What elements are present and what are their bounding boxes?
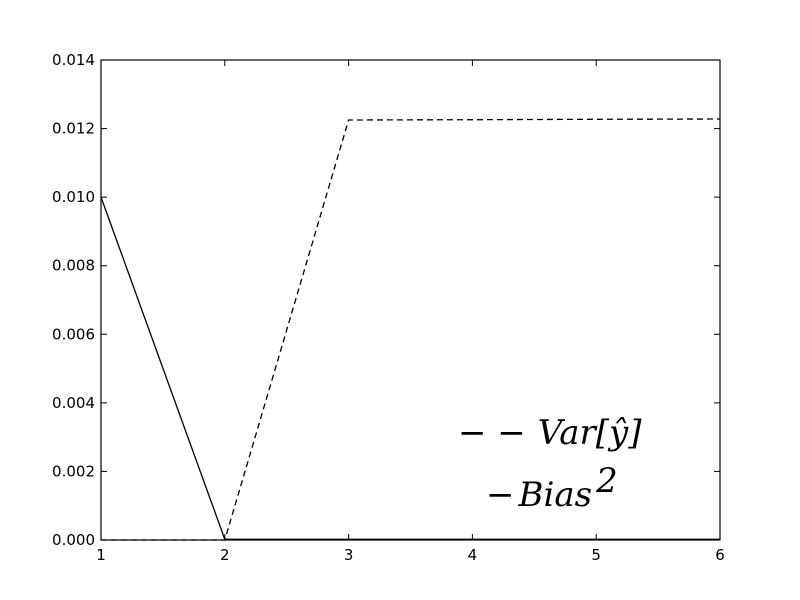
y-tick-label: 0.012: [52, 120, 95, 138]
legend: − − Var[ŷ] − Bias 2: [458, 413, 642, 515]
y-tick-label: 0.000: [52, 531, 95, 549]
x-tick-label: 2: [220, 546, 230, 564]
plot-background: [101, 60, 720, 540]
series-line-bias: [100, 196, 720, 540]
y-tick-label: 0.006: [52, 325, 95, 343]
y-tick-label: 0.008: [52, 257, 95, 275]
plot-frame: [100, 59, 721, 541]
legend-var-label: Var[ŷ]: [538, 413, 642, 453]
y-tick-label: 0.010: [52, 188, 95, 206]
y-tick-label: 0.004: [52, 394, 95, 412]
y-tick-label: 0.014: [52, 51, 95, 69]
legend-entry-bias: − Bias 2: [486, 461, 618, 515]
x-tick-label: 6: [715, 546, 725, 564]
legend-bias-label: Bias: [518, 475, 593, 515]
y-tick-labels: 0.000 0.002 0.004 0.006 0.008 0.010 0.012 0.014: [52, 51, 95, 549]
x-tick-label: 1: [96, 546, 106, 564]
legend-bias-sup: 2: [595, 461, 618, 501]
x-tick-labels: 1 2 3 4 5 6: [96, 546, 725, 564]
x-tick-label: 5: [591, 546, 601, 564]
legend-var-prefix: − −: [458, 413, 526, 453]
x-tick-label: 3: [344, 546, 354, 564]
x-tick-label: 4: [468, 546, 478, 564]
legend-entry-var: − − Var[ŷ]: [458, 413, 642, 453]
legend-bias-prefix: −: [486, 475, 515, 515]
y-tick-label: 0.002: [52, 462, 95, 480]
